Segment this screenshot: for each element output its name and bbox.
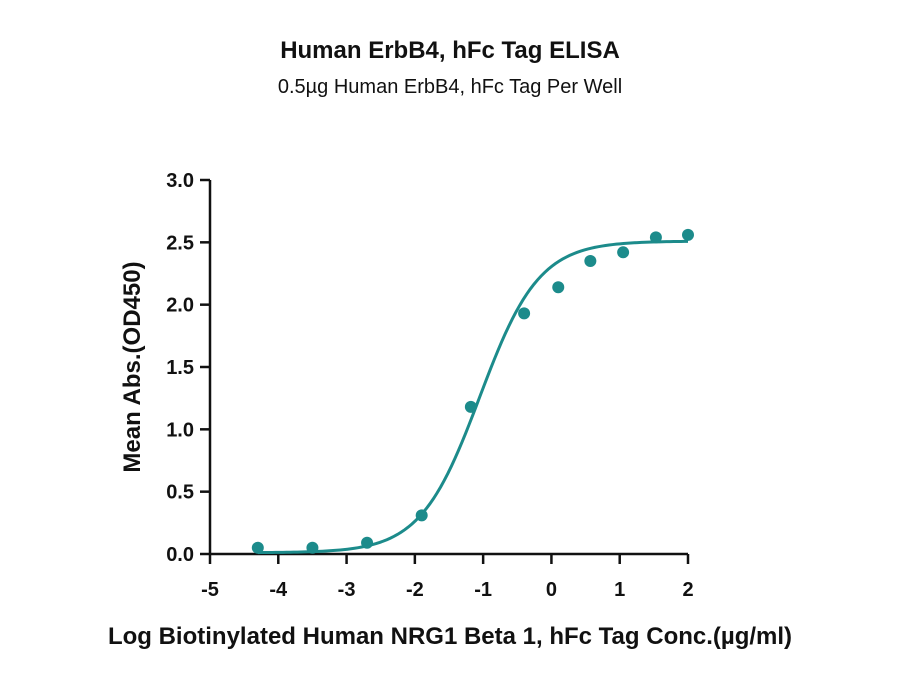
data-point <box>617 246 630 259</box>
y-tick-label: 2.0 <box>166 295 194 317</box>
data-point <box>251 541 264 554</box>
data-point <box>464 400 477 413</box>
x-tick-label: 0 <box>546 579 557 601</box>
plot-area: 0.0 0.5 1.0 1.5 2.0 2.5 3.0 -5 -4 -3 -2 -1 0 1 2 <box>166 170 694 601</box>
x-tick-label: -4 <box>269 579 288 601</box>
x-axis-ticks: -5 -4 -3 -2 -1 0 1 2 <box>201 554 694 601</box>
x-tick-label: -5 <box>201 579 219 601</box>
y-axis-label: Mean Abs.(OD450) <box>119 261 146 472</box>
data-point <box>552 281 565 294</box>
y-tick-label: 0.0 <box>166 544 194 566</box>
y-tick-label: 1.0 <box>166 419 194 441</box>
data-point <box>361 536 374 549</box>
y-tick-label: 1.5 <box>166 357 194 379</box>
data-point <box>682 228 694 241</box>
y-axis-ticks: 0.0 0.5 1.0 1.5 2.0 2.5 3.0 <box>166 170 210 566</box>
chart-title: Human ErbB4, hFc Tag ELISA <box>280 37 620 64</box>
x-tick-label: 1 <box>614 579 625 601</box>
data-points <box>251 228 694 554</box>
y-tick-label: 3.0 <box>166 170 194 192</box>
data-point <box>584 255 597 268</box>
data-point <box>649 231 662 244</box>
x-axis-label: Log Biotinylated Human NRG1 Beta 1, hFc … <box>108 623 792 650</box>
y-tick-label: 2.5 <box>166 232 194 254</box>
x-tick-label: -2 <box>406 579 424 601</box>
data-point <box>415 509 428 522</box>
x-tick-label: -3 <box>338 579 356 601</box>
y-tick-label: 0.5 <box>166 482 194 504</box>
chart-subtitle: 0.5µg Human ErbB4, hFc Tag Per Well <box>278 76 622 98</box>
data-point <box>306 541 319 554</box>
x-tick-label: 2 <box>682 579 693 601</box>
fit-curve <box>257 239 689 555</box>
data-point <box>518 307 531 320</box>
x-tick-label: -1 <box>474 579 492 601</box>
